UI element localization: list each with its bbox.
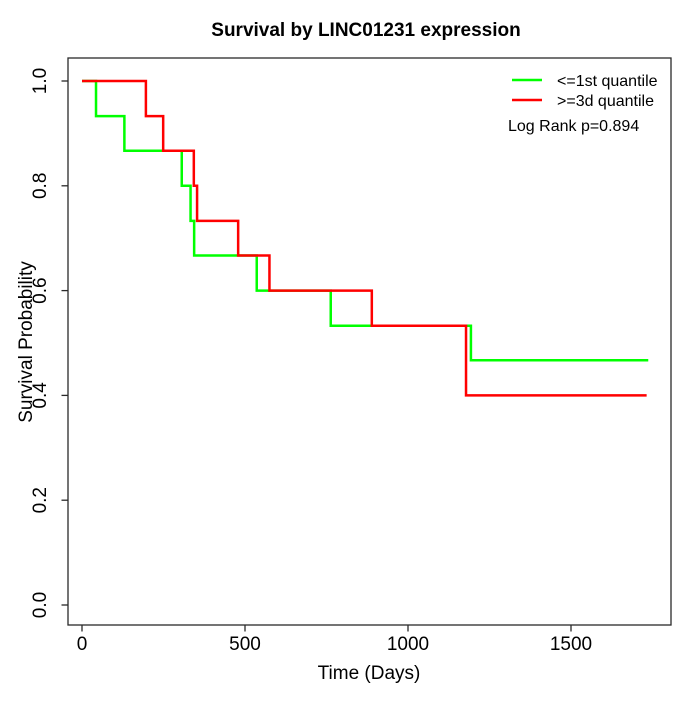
- x-axis-ticks: 0 500 1000 1500: [77, 625, 592, 655]
- y-tick-label: 0.0: [30, 592, 51, 618]
- y-tick-label: 0.6: [30, 277, 51, 303]
- survival-curves: [82, 79, 649, 397]
- plot-title: Survival by LINC01231 expression: [211, 20, 520, 41]
- legend-label-first-quantile: <=1st quantile: [557, 73, 658, 90]
- log-rank-annotation: Log Rank p=0.894: [508, 118, 639, 135]
- y-tick-label: 0.4: [30, 382, 51, 409]
- x-tick-label: 500: [229, 634, 261, 655]
- curve-first-quantile: [82, 79, 649, 362]
- curve-third-quantile: [82, 79, 647, 397]
- y-tick-label: 0.2: [30, 487, 51, 513]
- x-tick-label: 1000: [387, 634, 429, 655]
- y-tick-label: 1.0: [30, 68, 51, 94]
- x-tick-label: 1500: [550, 634, 592, 655]
- x-axis-label: Time (Days): [318, 663, 421, 684]
- plot-frame: [67, 57, 672, 626]
- x-tick-label: 0: [77, 634, 88, 655]
- legend-label-third-quantile: >=3d quantile: [557, 93, 654, 110]
- y-axis-label: Survival Probability: [16, 261, 37, 423]
- legend: <=1st quantile >=3d quantile Log Rank p=…: [508, 73, 658, 135]
- y-axis-ticks: 0.0 0.2 0.4 0.6 0.8 1.0: [30, 68, 68, 618]
- y-tick-label: 0.8: [30, 173, 51, 199]
